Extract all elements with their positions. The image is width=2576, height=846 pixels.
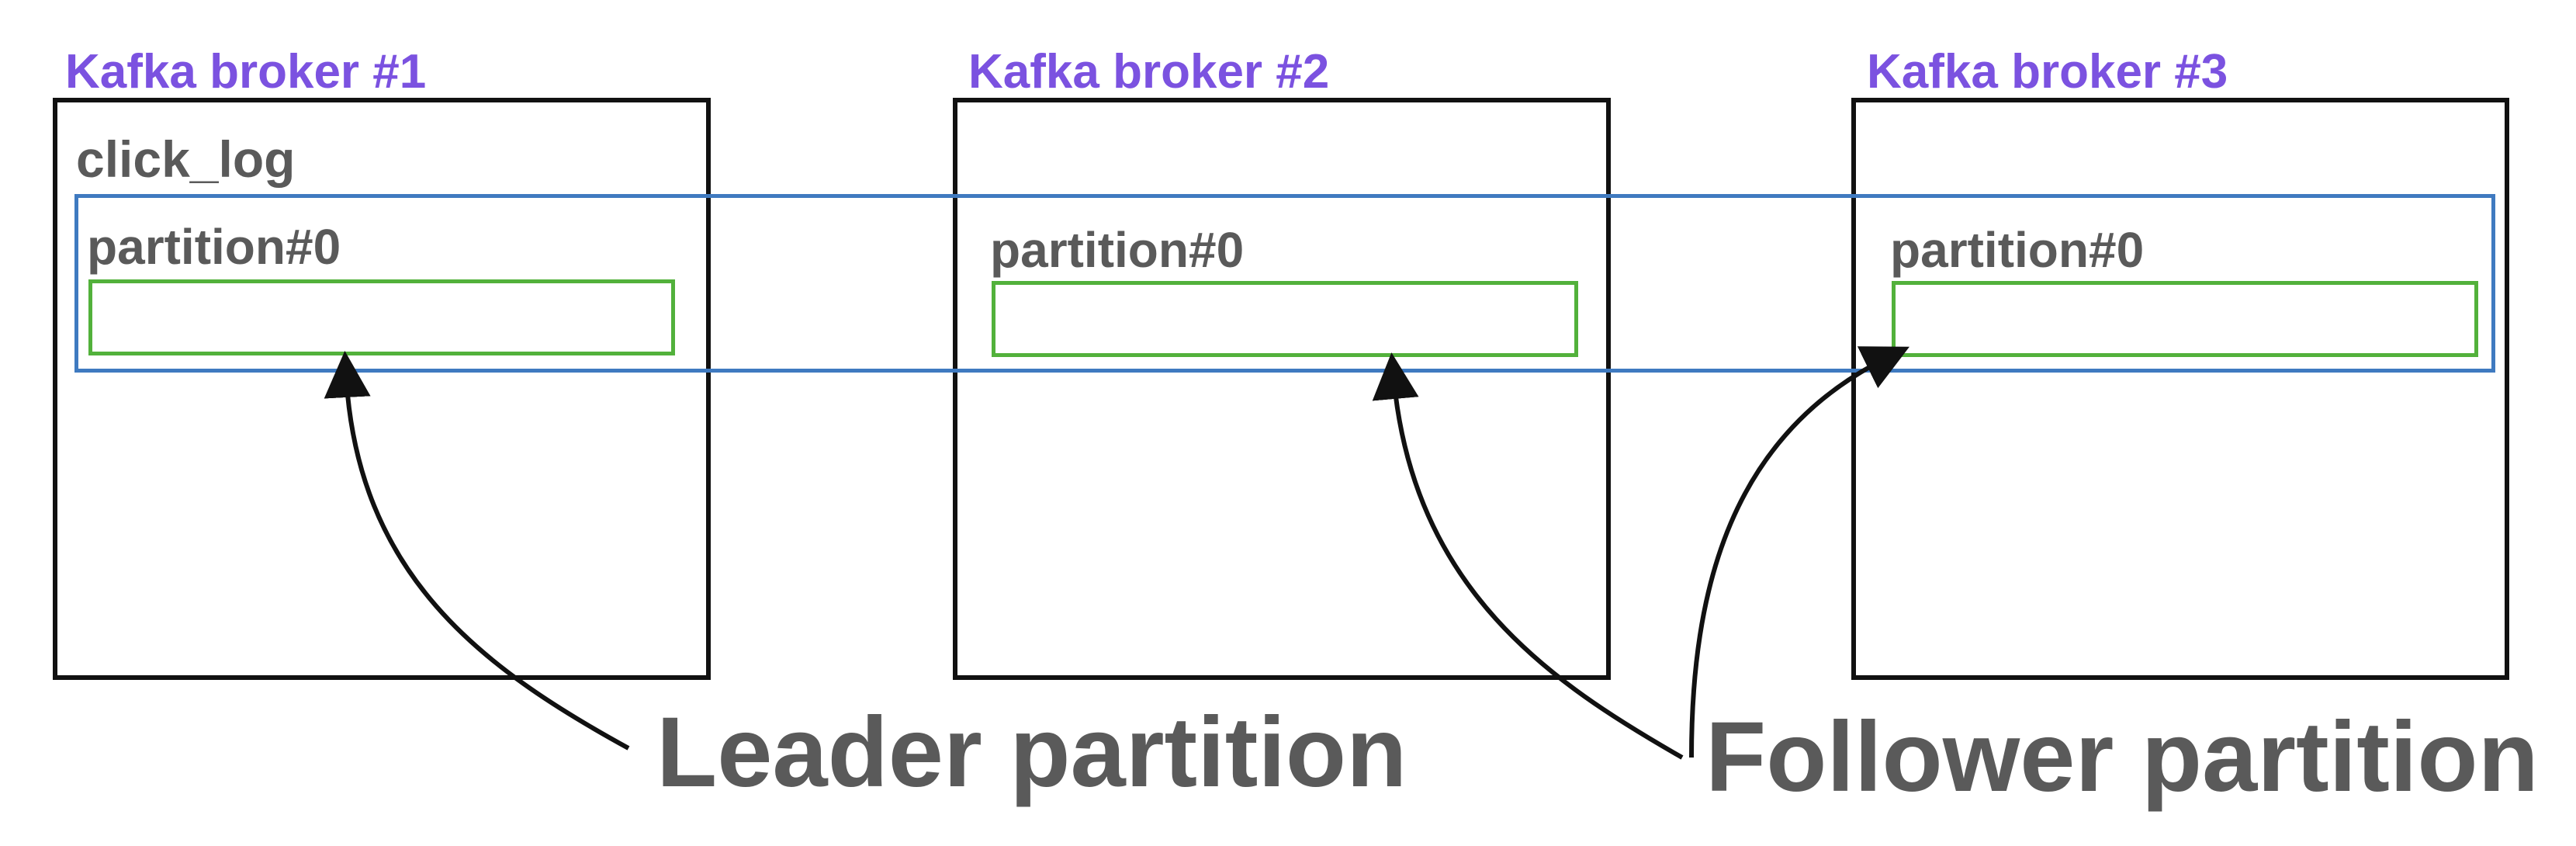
broker-2-title: Kafka broker #2 (968, 45, 1330, 99)
broker-1-partition-box (88, 279, 675, 355)
broker-3-title: Kafka broker #3 (1867, 45, 2228, 99)
broker-3-partition-label: partition#0 (1890, 222, 2145, 278)
broker-1-partition-label: partition#0 (87, 219, 341, 275)
follower-arrow-broker-2 (1372, 352, 1684, 760)
broker-3-partition-box (1892, 281, 2478, 357)
broker-2-box (953, 98, 1611, 680)
broker-2-partition-box (992, 281, 1578, 357)
broker-1-title: Kafka broker #1 (65, 45, 427, 99)
broker-3-box (1851, 98, 2509, 680)
follower-partition-label: Follower partition (1705, 702, 2539, 813)
leader-arrow (324, 351, 630, 751)
follower-arrow-broker-3 (1689, 346, 1909, 758)
topic-label: click_log (76, 130, 296, 188)
leader-partition-label: Leader partition (656, 697, 1407, 808)
partition-replica-group (74, 194, 2495, 373)
broker-2-partition-label: partition#0 (990, 222, 1245, 278)
broker-1-box (53, 98, 711, 680)
